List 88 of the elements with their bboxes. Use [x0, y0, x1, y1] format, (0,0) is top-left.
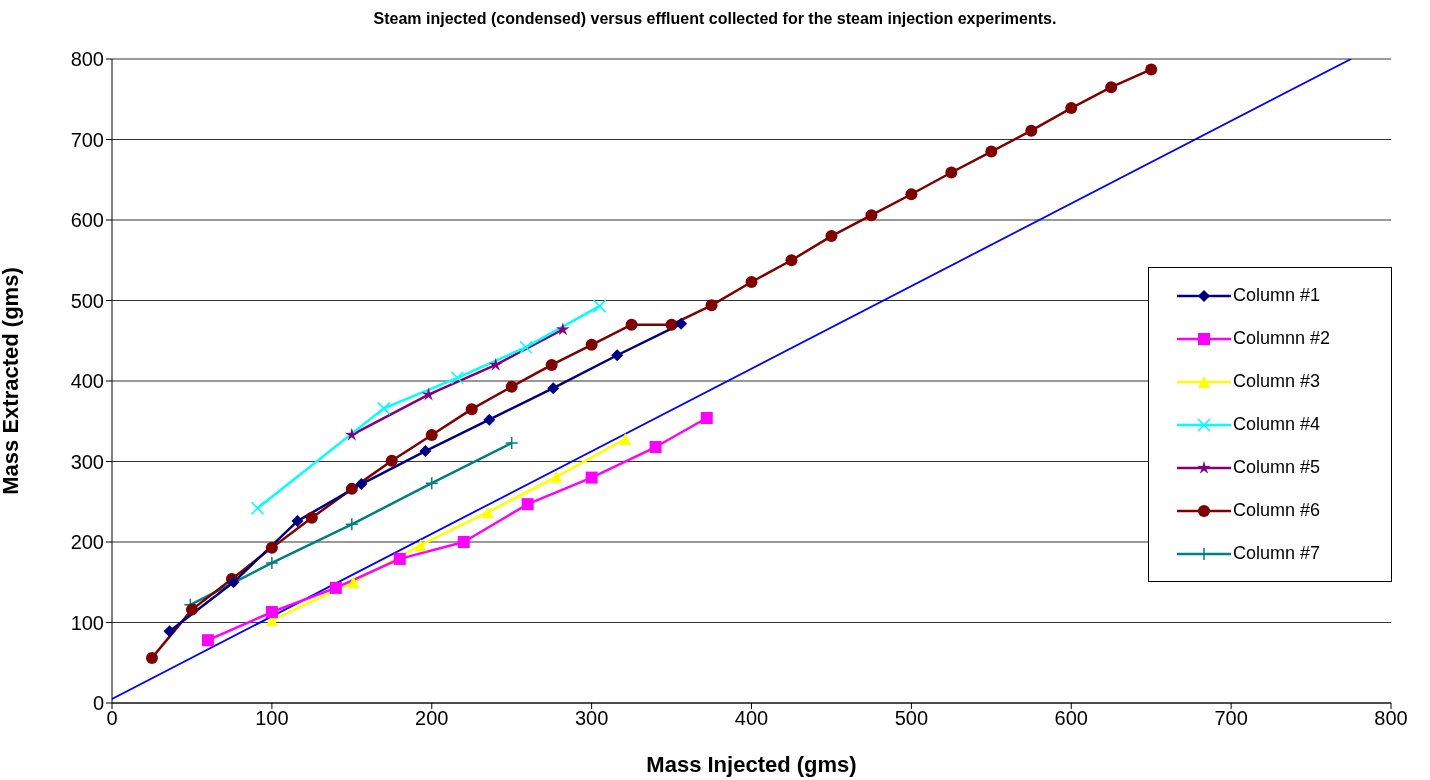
- point: [585, 471, 598, 484]
- legend-label: Column #5: [1233, 457, 1321, 478]
- point: [865, 209, 878, 222]
- point: [521, 498, 534, 511]
- point: [700, 412, 713, 425]
- point: [377, 401, 391, 416]
- y-tick-label: 100: [70, 611, 104, 634]
- point: [488, 357, 503, 371]
- legend-label: Column #7: [1233, 543, 1321, 564]
- legend-label: Column #6: [1233, 500, 1321, 521]
- y-tick-label: 500: [70, 289, 104, 312]
- point: [1025, 124, 1038, 137]
- point: [785, 254, 798, 267]
- point: [345, 517, 359, 532]
- x-tick-label: 800: [1374, 707, 1408, 730]
- point: [483, 413, 496, 426]
- legend-label: Column #4: [1233, 414, 1321, 435]
- point: [457, 536, 470, 548]
- point: [550, 470, 563, 483]
- x-tick-label: 600: [1054, 707, 1088, 730]
- point: [585, 338, 598, 351]
- point: [505, 380, 518, 393]
- point: [675, 317, 688, 330]
- point: [1105, 81, 1118, 94]
- y-tick-label: 400: [70, 370, 104, 393]
- point: [985, 145, 998, 158]
- point: [556, 322, 570, 336]
- x-tick-label: 100: [255, 707, 289, 730]
- point: [504, 436, 519, 450]
- y-axis-title: Mass Extracted (gms): [0, 267, 23, 495]
- point: [385, 454, 398, 467]
- x-axis-title: Mass Injected (gms): [646, 752, 857, 777]
- point: [425, 428, 438, 441]
- y-tick-label: 800: [70, 48, 104, 71]
- point: [611, 349, 624, 362]
- x-tick-label: 300: [574, 707, 609, 730]
- point: [745, 275, 758, 288]
- legend-label: Column #3: [1233, 371, 1321, 392]
- point: [355, 478, 368, 491]
- point: [945, 166, 958, 179]
- y-tick-label: 0: [92, 692, 104, 715]
- y-tick-label: 600: [70, 209, 104, 232]
- point: [347, 576, 360, 589]
- point: [265, 541, 278, 554]
- point: [265, 606, 278, 619]
- point: [250, 501, 265, 515]
- point: [450, 371, 465, 385]
- point: [344, 427, 359, 441]
- point: [345, 482, 358, 495]
- y-tick-label: 700: [70, 128, 104, 151]
- point: [163, 625, 176, 638]
- point: [329, 581, 342, 594]
- point: [519, 340, 533, 354]
- point: [1065, 102, 1078, 115]
- point: [481, 506, 494, 519]
- point: [649, 441, 662, 454]
- point: [465, 403, 478, 416]
- point: [547, 382, 560, 395]
- point: [825, 230, 838, 243]
- y-tick-label: 300: [70, 450, 104, 473]
- point: [421, 387, 436, 401]
- point: [625, 318, 638, 331]
- x-tick-label: 400: [734, 707, 769, 730]
- point: [393, 552, 406, 565]
- point: [592, 299, 607, 313]
- x-tick-label: 0: [106, 707, 118, 730]
- x-tick-label: 700: [1214, 707, 1248, 730]
- point: [419, 445, 432, 458]
- legend-label: Column #1: [1233, 285, 1321, 306]
- x-tick-label: 500: [894, 707, 929, 730]
- point: [619, 432, 632, 445]
- point: [705, 299, 718, 312]
- point: [291, 515, 304, 528]
- point: [1145, 63, 1158, 76]
- chart-title: Steam injected (condensed) versus effluent collected for the steam injection experiments.: [372, 10, 1058, 28]
- point: [905, 188, 918, 201]
- point: [145, 651, 158, 664]
- point: [425, 476, 439, 490]
- point: [414, 539, 427, 552]
- point: [305, 511, 318, 524]
- y-tick-label: 200: [70, 531, 104, 554]
- point: [185, 603, 198, 616]
- point: [265, 556, 279, 570]
- point: [201, 634, 214, 647]
- legend-label: Columnn #2: [1233, 328, 1331, 349]
- point: [545, 358, 558, 371]
- x-tick-label: 200: [415, 707, 449, 730]
- point: [665, 318, 678, 331]
